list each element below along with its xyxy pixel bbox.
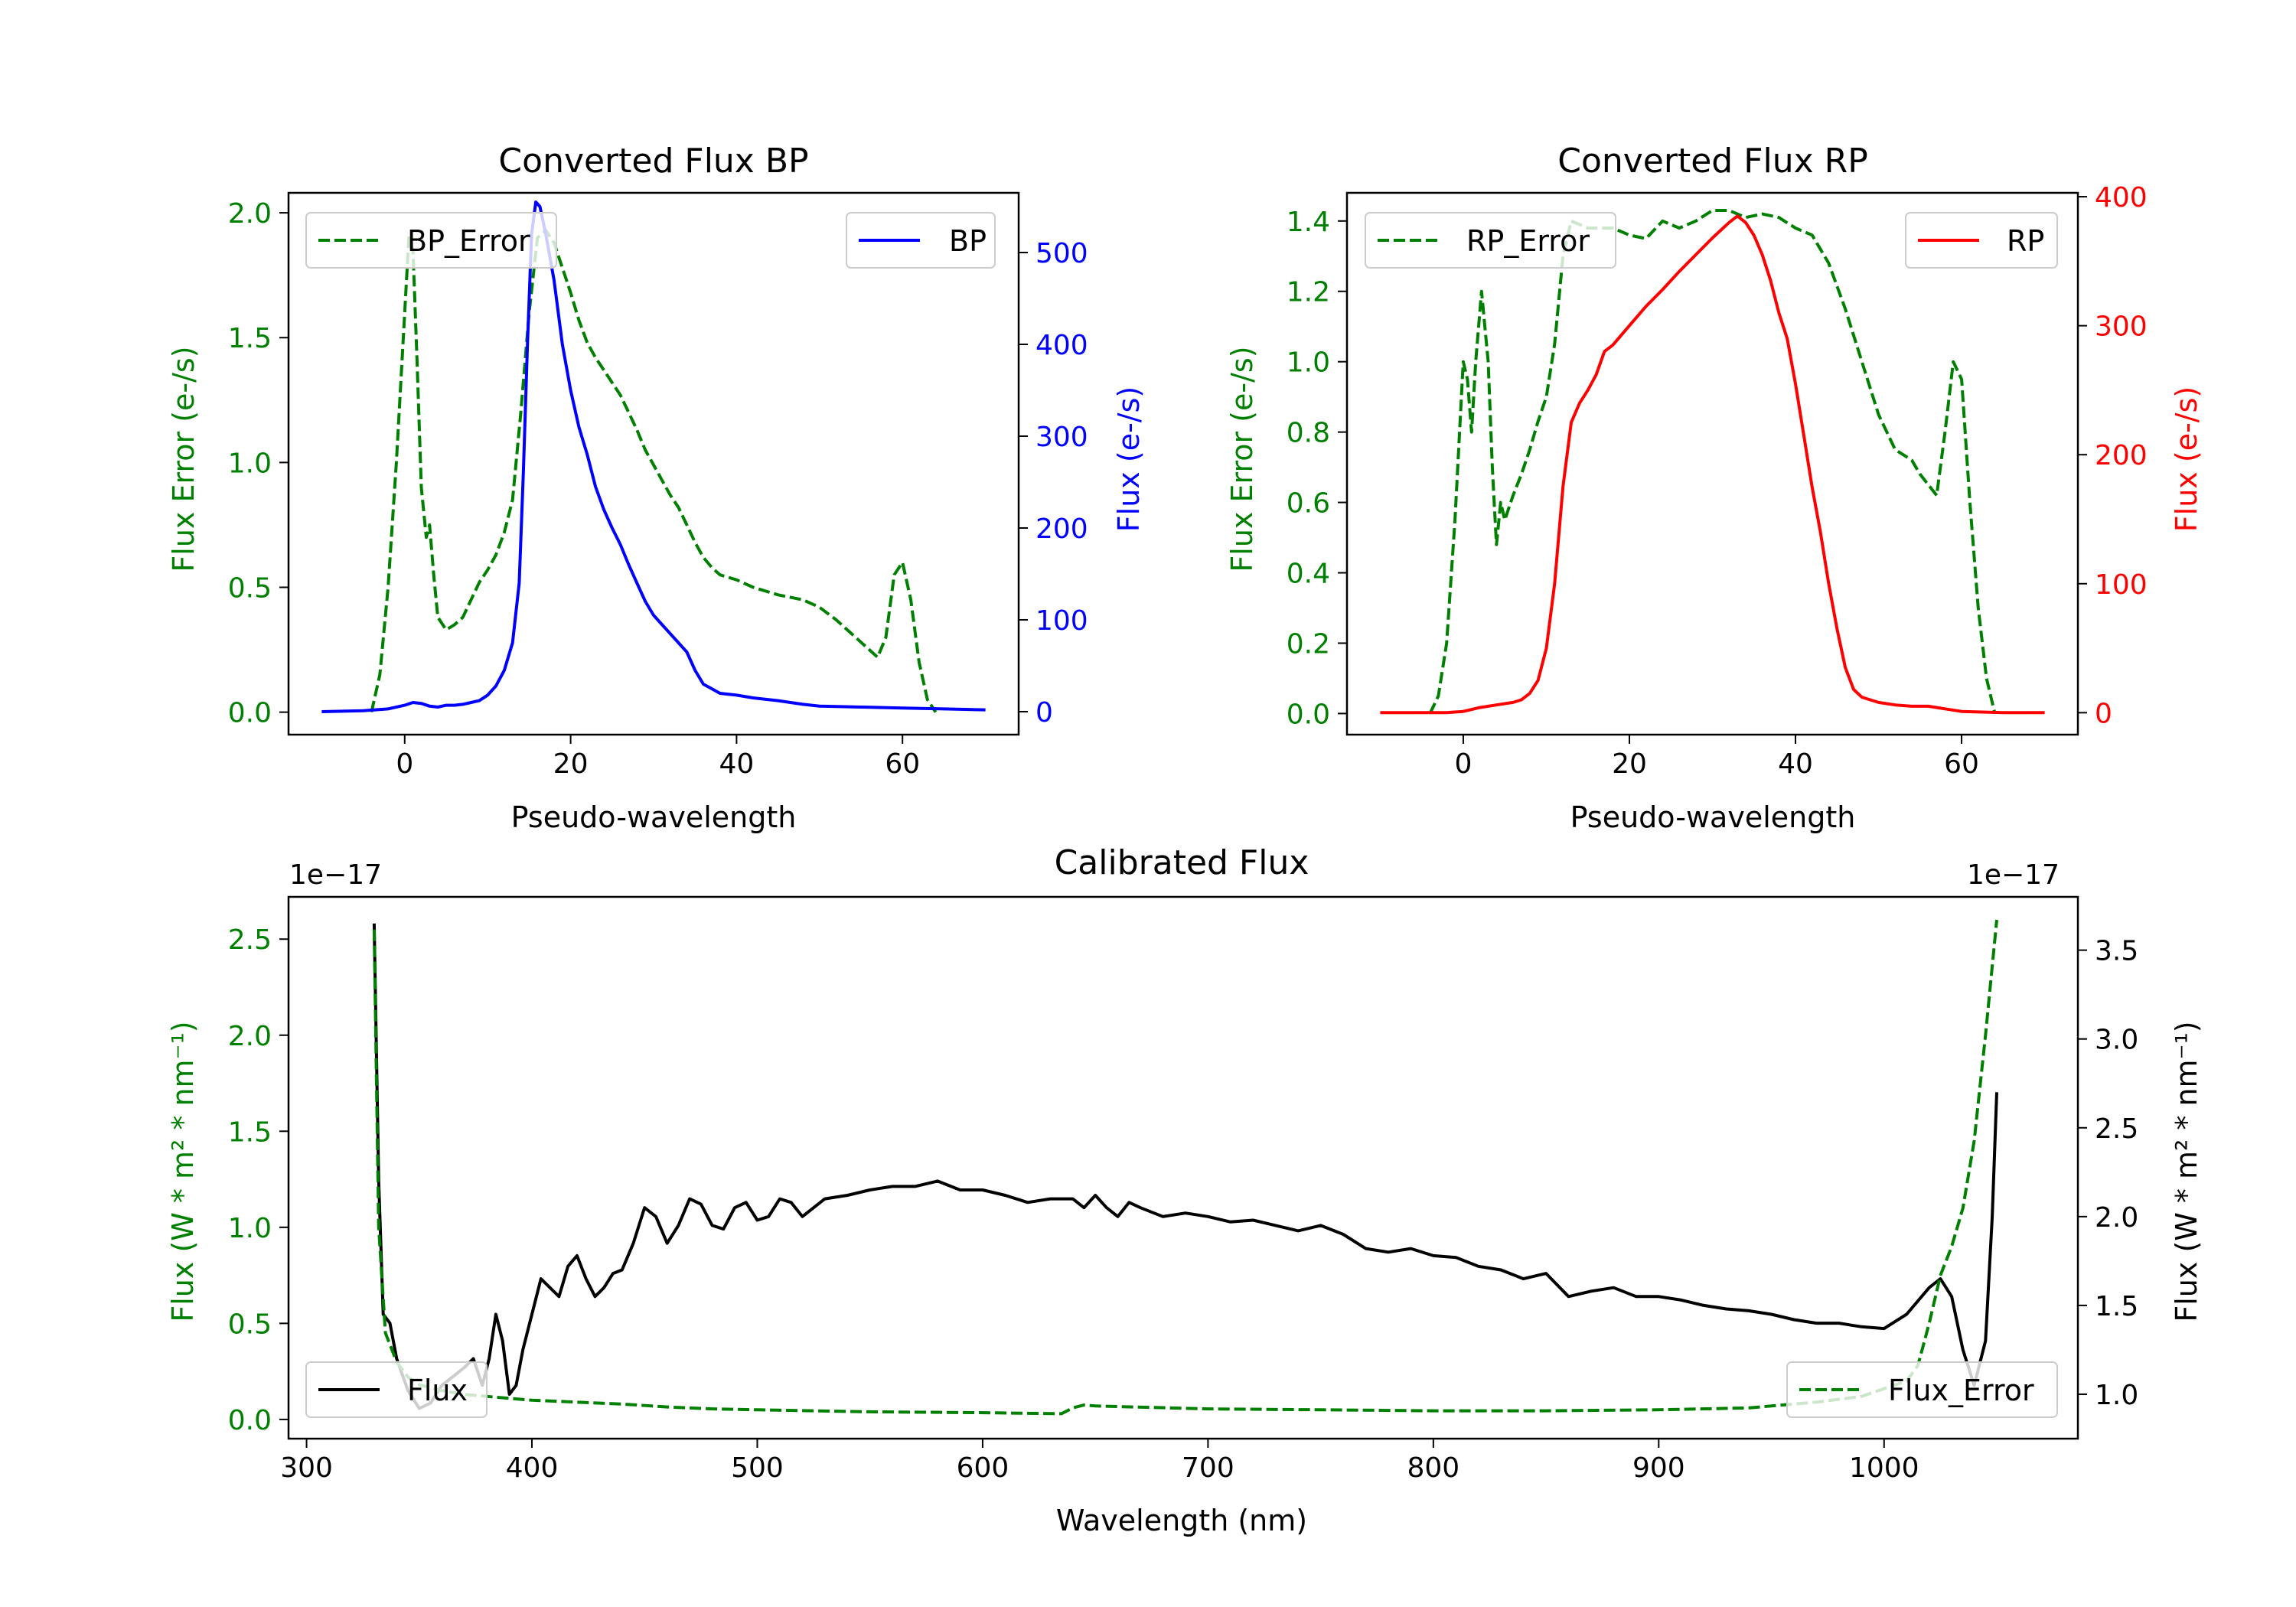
bp-left-ytick-label: 0.0 bbox=[228, 698, 272, 729]
rp-right-ytick-label: 0 bbox=[2095, 698, 2112, 729]
rp-xtick-label: 60 bbox=[1944, 748, 1979, 780]
bp-right-ytick-label: 400 bbox=[1035, 330, 1088, 361]
bp-left-ylabel: Flux Error (e-/s) bbox=[167, 346, 201, 572]
rp-right-ytick-label: 400 bbox=[2095, 182, 2148, 214]
rp-xlabel: Pseudo-wavelength bbox=[1570, 800, 1856, 834]
cal-right-ytick-label: 1.5 bbox=[2095, 1291, 2138, 1322]
rp-left-ytick-label: 1.0 bbox=[1287, 347, 1330, 379]
bp-series-bp-error-line bbox=[370, 228, 938, 713]
cal-left-ytick-label: 2.0 bbox=[228, 1021, 272, 1052]
cal-xtick-label: 1000 bbox=[1849, 1452, 1919, 1484]
rp-right-ytick-label: 200 bbox=[2095, 440, 2148, 471]
cal-left-ytick-label: 1.0 bbox=[228, 1213, 272, 1244]
cal-right-ytick-label: 1.0 bbox=[2095, 1380, 2138, 1411]
cal-right-ytick-label: 3.0 bbox=[2095, 1025, 2138, 1056]
cal-right-ylabel: Flux (W * m² * nm⁻¹) bbox=[2170, 1021, 2203, 1322]
rp-series-rp-error-line bbox=[1428, 209, 1997, 715]
bp-axes-frame bbox=[287, 191, 1020, 736]
bp-legend-left: BP_Error bbox=[305, 212, 557, 269]
bp-right-ytick-label: 100 bbox=[1035, 605, 1088, 637]
cal-right-ytick-label: 2.5 bbox=[2095, 1113, 2138, 1145]
bp-xlabel: Pseudo-wavelength bbox=[511, 800, 797, 834]
rp-legend-right-box bbox=[1905, 212, 2058, 269]
rp-title: Converted Flux RP bbox=[1557, 142, 1868, 181]
bp-panel: Converted Flux BP Pseudo-wavelength Flux… bbox=[167, 142, 1146, 834]
rp-left-ytick-label: 1.2 bbox=[1287, 277, 1330, 308]
bp-legend-right: BP bbox=[846, 212, 996, 269]
bp-left-ytick-label: 2.0 bbox=[228, 198, 272, 230]
cal-left-ytick-label: 0.5 bbox=[228, 1309, 272, 1340]
cal-legend-error-label: Flux_Error bbox=[1888, 1374, 2034, 1407]
rp-legend-left: RP_Error bbox=[1365, 212, 1616, 269]
rp-right-ytick-label: 100 bbox=[2095, 569, 2148, 601]
rp-series-rp-line bbox=[1380, 214, 2045, 715]
cal-left-offset-text: 1e−17 bbox=[289, 859, 382, 891]
bp-left-ytick-label: 1.0 bbox=[228, 448, 272, 479]
cal-xtick-label: 900 bbox=[1632, 1452, 1685, 1484]
bp-legend-flux-label: BP bbox=[949, 224, 987, 258]
rp-legend-error-label: RP_Error bbox=[1466, 224, 1590, 258]
rp-right-ylabel: Flux (e-/s) bbox=[2170, 386, 2203, 532]
bp-xtick-label: 60 bbox=[885, 748, 920, 780]
cal-xtick-label: 400 bbox=[506, 1452, 559, 1484]
cal-right-offset-text: 1e−17 bbox=[1967, 859, 2060, 891]
cal-legend-right-box bbox=[1786, 1361, 2058, 1418]
rp-legend-flux-label: RP bbox=[2007, 224, 2044, 258]
cal-xtick-label: 800 bbox=[1407, 1452, 1459, 1484]
cal-legend-left: Flux bbox=[305, 1361, 488, 1418]
bp-right-ytick-label: 500 bbox=[1035, 238, 1088, 269]
cal-xtick-label: 300 bbox=[280, 1452, 333, 1484]
cal-left-ytick-label: 2.5 bbox=[228, 924, 272, 956]
rp-legend-left-box bbox=[1365, 212, 1616, 269]
rp-left-ytick-label: 0.2 bbox=[1287, 628, 1330, 660]
rp-legend-right: RP bbox=[1905, 212, 2058, 269]
rp-left-ytick-label: 0.8 bbox=[1287, 418, 1330, 449]
rp-xtick-label: 20 bbox=[1612, 748, 1647, 780]
rp-left-ytick-label: 1.4 bbox=[1287, 207, 1330, 238]
bp-series-bp-line bbox=[321, 200, 986, 713]
bp-right-ylabel: Flux (e-/s) bbox=[1112, 386, 1146, 532]
cal-xlabel: Wavelength (nm) bbox=[1056, 1504, 1307, 1537]
bp-legend-error-label: BP_Error bbox=[407, 224, 530, 258]
rp-panel: Converted Flux RP Pseudo-wavelength Flux… bbox=[1225, 142, 2203, 834]
cal-panel: Calibrated Flux Wavelength (nm) Flux (W … bbox=[166, 843, 2203, 1537]
rp-xtick-label: 0 bbox=[1454, 748, 1472, 780]
bp-xtick-label: 20 bbox=[553, 748, 589, 780]
bp-legend-right-box bbox=[846, 212, 996, 269]
cal-left-ytick-label: 1.5 bbox=[228, 1116, 272, 1148]
bp-right-ytick-label: 200 bbox=[1035, 513, 1088, 545]
bp-right-ytick-label: 300 bbox=[1035, 422, 1088, 453]
bp-left-ytick-label: 0.5 bbox=[228, 573, 272, 605]
bp-legend-left-box bbox=[305, 212, 557, 269]
cal-xtick-label: 500 bbox=[731, 1452, 784, 1484]
cal-left-ytick-label: 0.0 bbox=[228, 1405, 272, 1436]
rp-right-ytick-label: 300 bbox=[2095, 311, 2148, 343]
cal-title: Calibrated Flux bbox=[1055, 843, 1309, 882]
rp-xtick-label: 40 bbox=[1778, 748, 1813, 780]
cal-legend-right: Flux_Error bbox=[1786, 1361, 2058, 1418]
bp-title: Converted Flux BP bbox=[498, 142, 808, 181]
cal-legend-left-box bbox=[305, 1361, 488, 1418]
bp-xtick-label: 40 bbox=[719, 748, 755, 780]
rp-left-ytick-label: 0.0 bbox=[1287, 699, 1330, 730]
rp-left-ytick-label: 0.6 bbox=[1287, 488, 1330, 520]
cal-legend-flux-label: Flux bbox=[407, 1374, 468, 1407]
cal-left-ylabel: Flux (W * m² * nm⁻¹) bbox=[166, 1021, 200, 1322]
rp-left-ytick-label: 0.4 bbox=[1287, 559, 1330, 590]
rp-left-ylabel: Flux Error (e-/s) bbox=[1225, 346, 1259, 572]
cal-right-ytick-label: 3.5 bbox=[2095, 936, 2138, 967]
cal-axes-frame bbox=[287, 895, 2079, 1440]
bp-right-ytick-label: 0 bbox=[1035, 697, 1053, 729]
rp-axes-frame bbox=[1345, 191, 2079, 736]
bp-left-ytick-label: 1.5 bbox=[228, 323, 272, 354]
cal-xtick-label: 600 bbox=[957, 1452, 1009, 1484]
cal-right-ytick-label: 2.0 bbox=[2095, 1202, 2138, 1234]
cal-xtick-label: 700 bbox=[1182, 1452, 1234, 1484]
cal-series-flux-line bbox=[372, 923, 1998, 1410]
bp-xtick-label: 0 bbox=[396, 748, 413, 780]
